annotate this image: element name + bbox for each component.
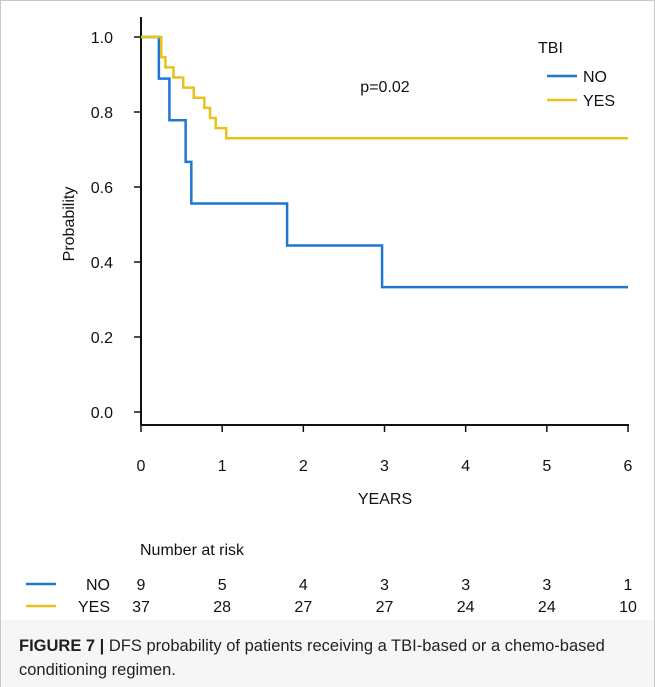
figure-caption: FIGURE 7 | DFS probability of patients r… [19,634,639,682]
risk-row-label-no: NO [86,577,110,594]
caption-panel [0,620,655,687]
risk-count: 5 [218,577,227,594]
x-tick-label: 5 [542,458,551,475]
legend-label-no: NO [583,69,607,86]
x-tick-label: 4 [461,458,470,475]
risk-count: 3 [542,577,551,594]
x-axis-label: YEARS [358,491,412,508]
x-tick-label: 6 [624,458,633,475]
y-tick-label: 1.0 [91,30,113,47]
y-axis-label: Probability [61,187,78,262]
x-tick-label: 1 [218,458,227,475]
p-value-annotation: p=0.02 [360,79,409,96]
risk-count: 1 [624,577,633,594]
km-chart: 0.0 0.2 0.4 0.6 0.8 1.0 0 1 2 3 4 5 6 YEARS Probabilit… [26,17,637,616]
y-tick-label: 0.4 [91,255,113,272]
risk-count: 24 [457,599,475,616]
legend-label-yes: YES [583,93,615,110]
risk-count: 37 [132,599,150,616]
series-line-no [141,35,628,289]
x-tick-label: 3 [380,458,389,475]
series-line-yes [141,35,628,140]
risk-count: 24 [538,599,556,616]
x-tick-label: 0 [137,458,146,475]
x-tick-label: 2 [299,458,308,475]
y-tick-label: 0.0 [91,405,113,422]
y-tick-label: 0.6 [91,180,113,197]
risk-row-label-yes: YES [78,599,110,616]
risk-count: 28 [213,599,231,616]
risk-count: 10 [619,599,637,616]
risk-count: 27 [376,599,394,616]
risk-count: 4 [299,577,308,594]
legend-title: TBI [538,40,563,57]
caption-label: FIGURE 7 | [19,637,105,655]
y-tick-label: 0.2 [91,330,113,347]
y-tick-label: 0.8 [91,105,113,122]
caption-text: DFS probability of patients receiving a … [19,637,605,679]
risk-count: 3 [461,577,470,594]
risk-count: 9 [137,577,146,594]
risk-count: 27 [294,599,312,616]
risk-count: 3 [380,577,389,594]
risk-table-title: Number at risk [140,542,245,559]
